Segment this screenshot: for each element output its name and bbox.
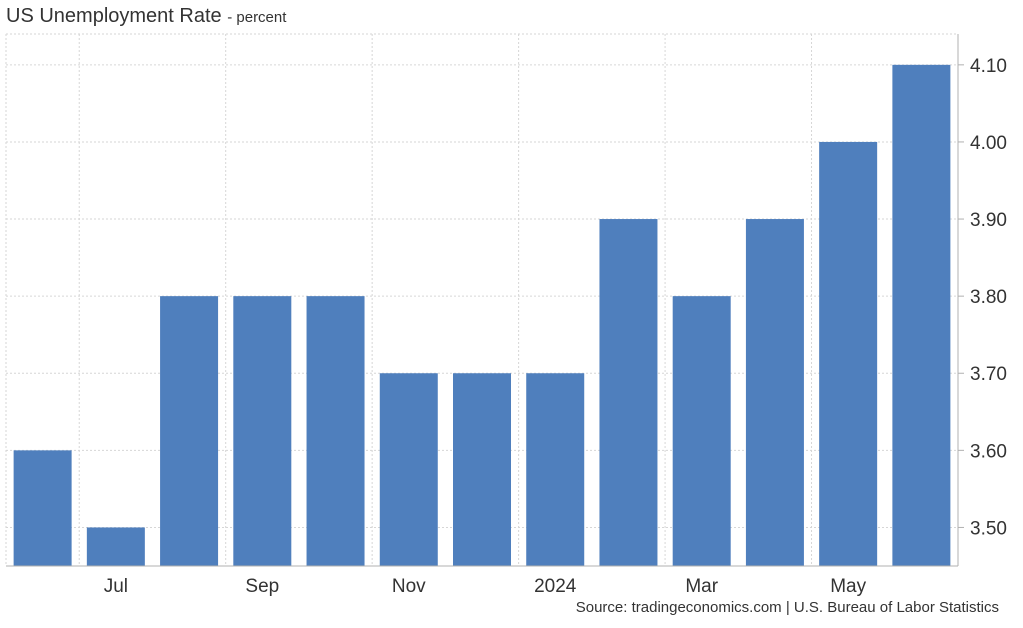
x-tick-label: Mar bbox=[685, 576, 718, 597]
bar-may bbox=[819, 141, 878, 567]
bar-oct bbox=[306, 296, 365, 566]
bar-jun bbox=[13, 450, 72, 566]
y-tick-label: 3.60 bbox=[970, 441, 1007, 462]
bar-nov bbox=[379, 373, 438, 566]
bar-2024 bbox=[526, 373, 585, 566]
bar-mar bbox=[672, 296, 731, 566]
bar-feb bbox=[599, 219, 658, 567]
x-tick-label: Nov bbox=[392, 576, 426, 597]
x-tick-label: May bbox=[830, 576, 866, 597]
bar-jun bbox=[892, 64, 951, 566]
y-tick-label: 4.00 bbox=[970, 133, 1007, 154]
y-tick-label: 3.90 bbox=[970, 210, 1007, 231]
y-tick-label: 3.80 bbox=[970, 287, 1007, 308]
y-tick-label: 3.50 bbox=[970, 518, 1007, 539]
y-tick-label: 3.70 bbox=[970, 364, 1007, 385]
bar-aug bbox=[160, 296, 219, 566]
y-tick-label: 4.10 bbox=[970, 56, 1007, 77]
bar-sep bbox=[233, 296, 292, 566]
x-tick-label: 2024 bbox=[534, 576, 577, 597]
chart-title: US Unemployment Rate - percent bbox=[6, 5, 286, 28]
chart-subtitle: - percent bbox=[227, 9, 287, 26]
x-tick-label: Jul bbox=[104, 576, 128, 597]
x-tick-label: Sep bbox=[245, 576, 279, 597]
chart-title-text: US Unemployment Rate bbox=[6, 5, 222, 27]
bar-dec bbox=[453, 373, 511, 566]
chart-source: Source: tradingeconomics.com | U.S. Bure… bbox=[575, 599, 999, 616]
bar-apr bbox=[745, 219, 804, 567]
bar-jul bbox=[86, 527, 145, 566]
